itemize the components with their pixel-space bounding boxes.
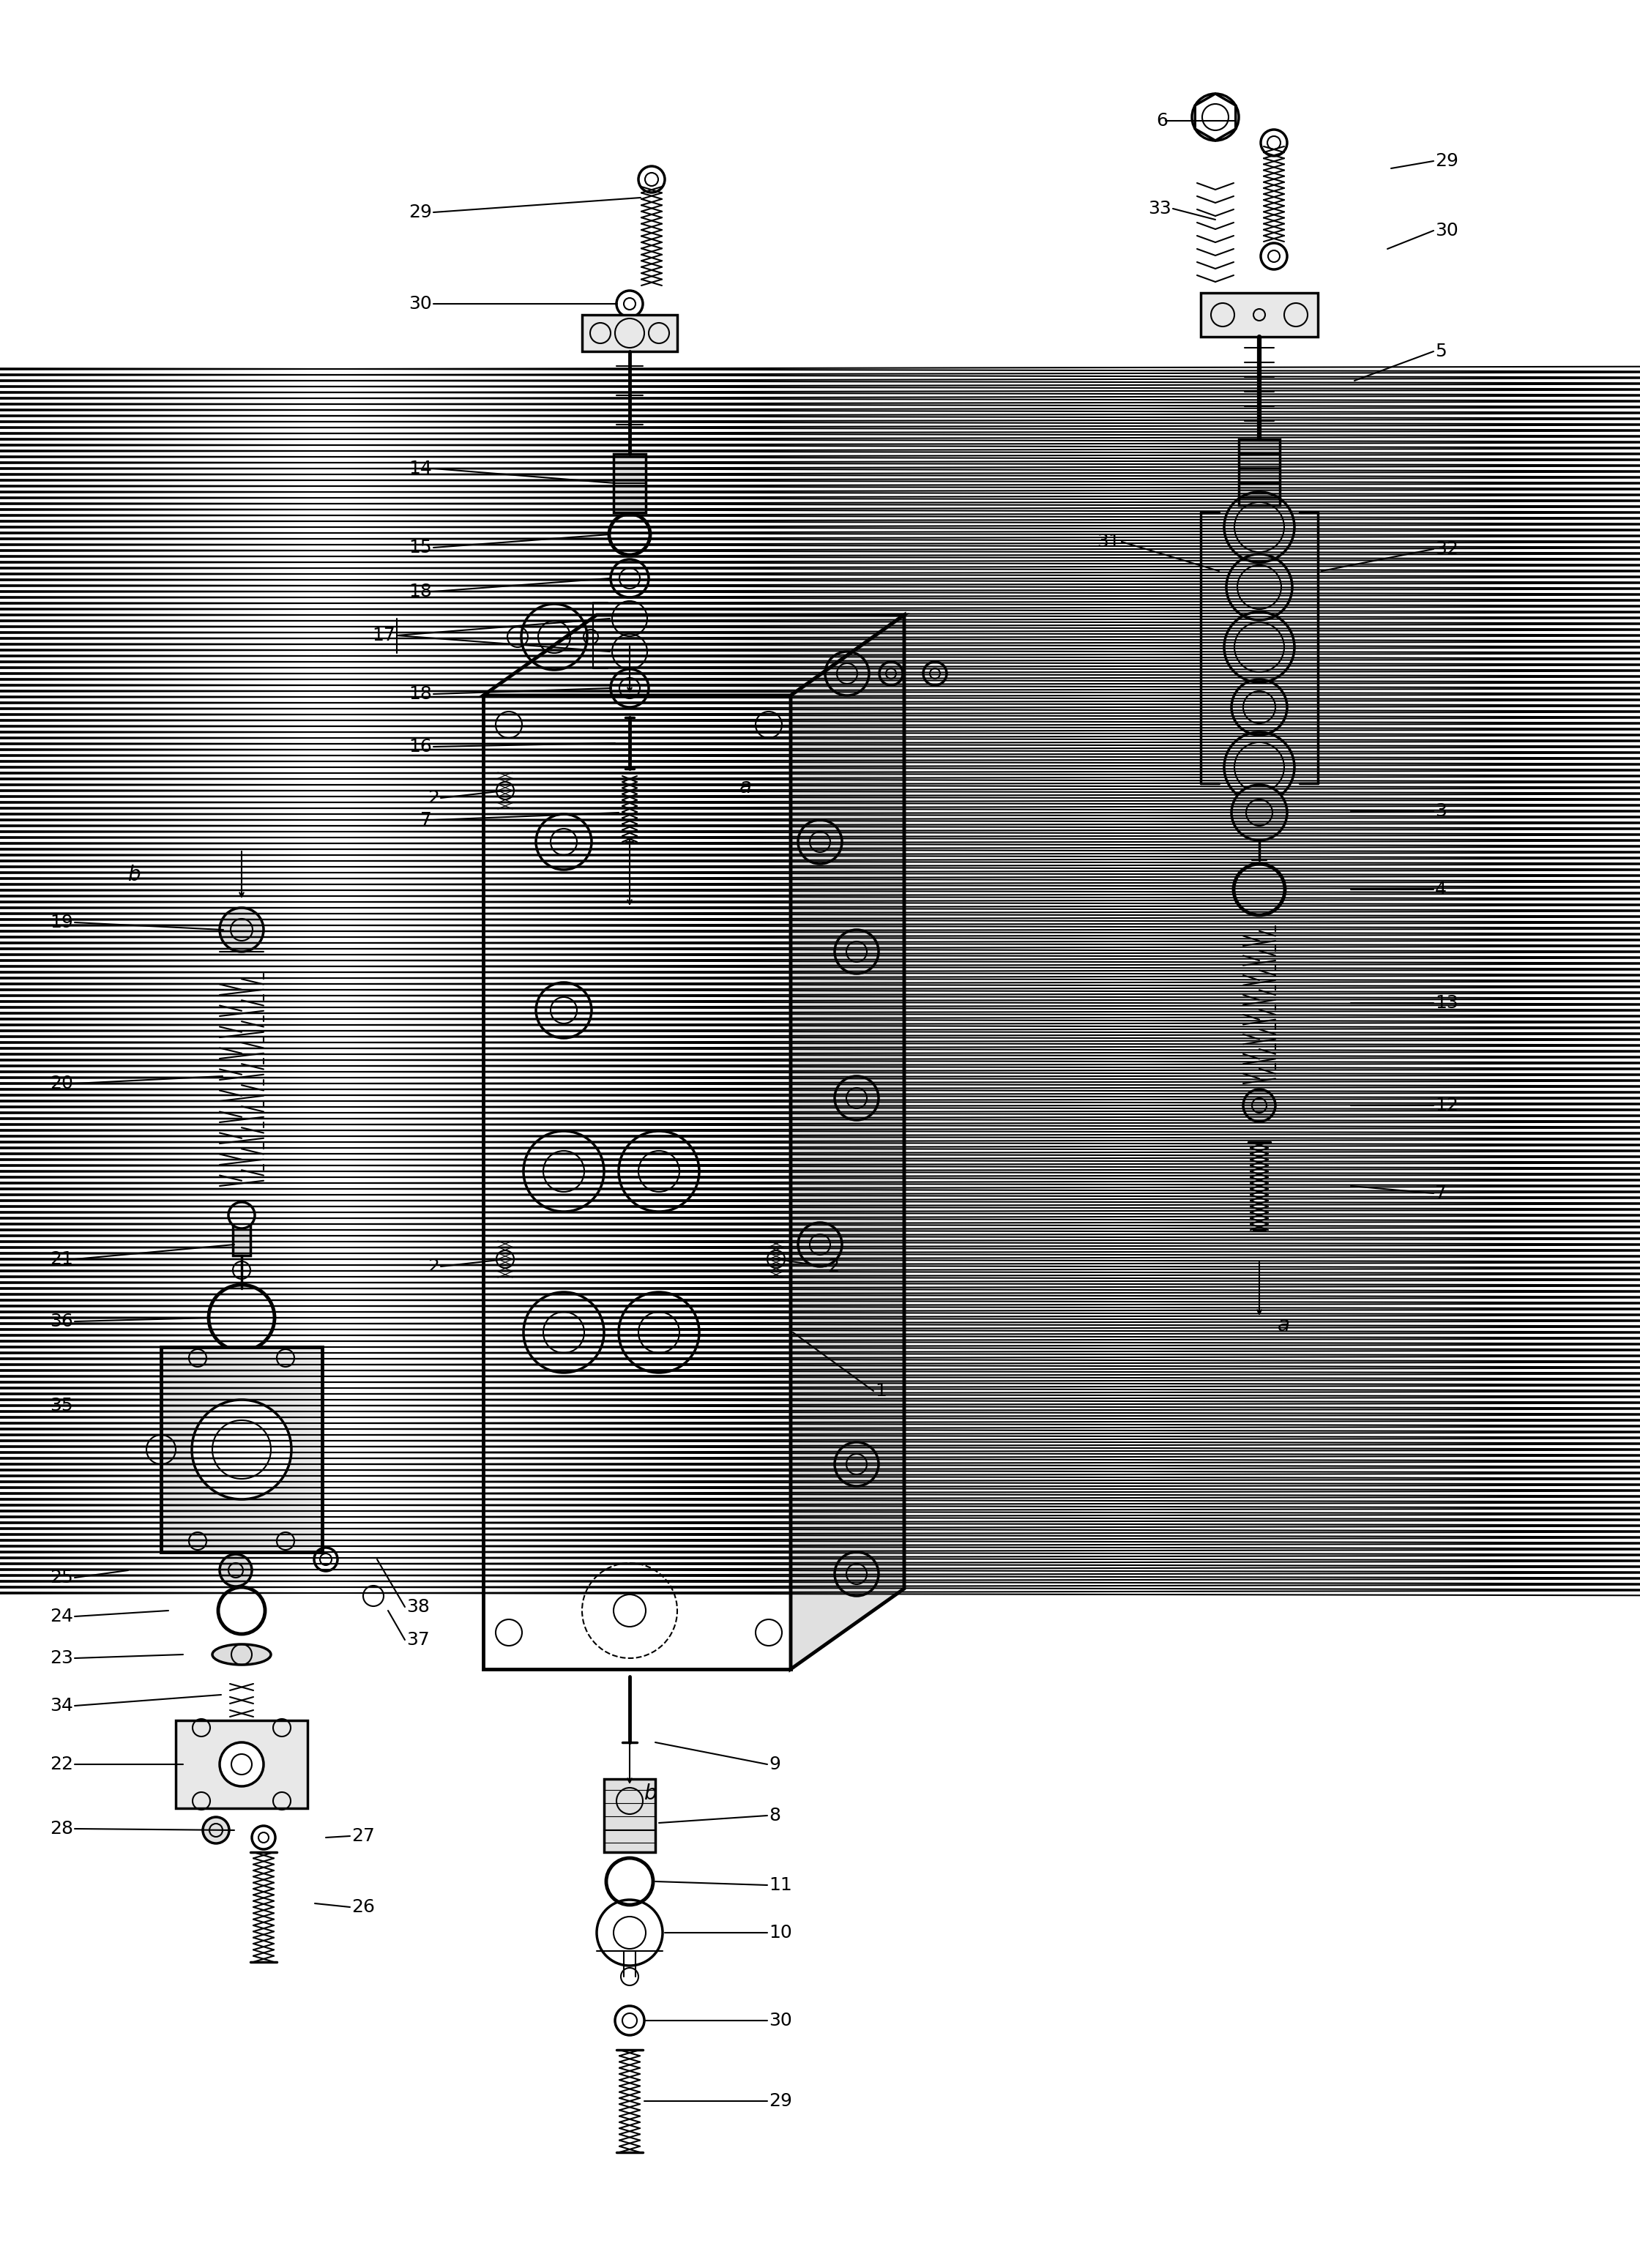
Text: 34: 34 (49, 1696, 74, 1715)
Text: 30: 30 (408, 295, 431, 313)
Text: 37: 37 (407, 1631, 430, 1649)
Text: 38: 38 (407, 1599, 430, 1615)
Text: 19: 19 (49, 914, 74, 932)
Text: 15: 15 (408, 540, 431, 556)
Polygon shape (790, 615, 904, 1669)
Text: 35: 35 (51, 1397, 74, 1415)
Circle shape (1243, 1089, 1276, 1123)
Circle shape (192, 1399, 292, 1499)
Text: 29: 29 (408, 204, 431, 220)
Text: 36: 36 (49, 1313, 74, 1331)
Bar (1200, 293, 1319, 336)
Polygon shape (484, 615, 904, 696)
Text: 17: 17 (372, 626, 395, 644)
Text: 26: 26 (351, 1898, 376, 1916)
Text: 11: 11 (769, 1876, 792, 1894)
Ellipse shape (212, 1644, 271, 1665)
Text: 4: 4 (1435, 880, 1446, 898)
Bar (613, 454, 646, 513)
Bar (484, 696, 790, 1669)
Text: 7: 7 (1435, 1184, 1446, 1202)
Text: 16: 16 (408, 737, 431, 755)
Text: 33: 33 (1148, 200, 1171, 218)
Text: 31: 31 (1097, 533, 1120, 551)
Text: b: b (645, 1783, 658, 1803)
Bar (1238, 440, 1279, 506)
Text: 29: 29 (769, 2093, 792, 2109)
Text: 3: 3 (1435, 803, 1446, 821)
Text: 14: 14 (408, 460, 431, 476)
Circle shape (1232, 785, 1287, 841)
Text: b: b (128, 864, 141, 885)
Bar (161, 1347, 321, 1551)
Text: 28: 28 (49, 1819, 74, 1837)
Circle shape (220, 1742, 264, 1787)
Bar (582, 315, 677, 352)
Circle shape (203, 1817, 230, 1844)
Text: 5: 5 (1435, 342, 1446, 361)
Text: 32: 32 (1435, 540, 1458, 558)
Text: a: a (1278, 1315, 1291, 1336)
Text: 10: 10 (769, 1923, 792, 1941)
Text: 2: 2 (428, 1259, 440, 1275)
Circle shape (228, 1202, 254, 1229)
Text: 2: 2 (428, 789, 440, 807)
Text: 12: 12 (1435, 1098, 1458, 1114)
Text: 22: 22 (49, 1755, 74, 1774)
Circle shape (220, 1554, 253, 1585)
Text: 30: 30 (1435, 222, 1458, 240)
Text: 9: 9 (769, 1755, 781, 1774)
Text: 13: 13 (1435, 993, 1458, 1012)
Text: 24: 24 (49, 1608, 74, 1626)
Text: 18: 18 (408, 685, 431, 703)
Text: a: a (740, 776, 751, 798)
Text: 7: 7 (420, 812, 431, 828)
Text: 18: 18 (408, 583, 431, 601)
Text: 8: 8 (769, 1808, 781, 1823)
Text: 20: 20 (49, 1075, 74, 1093)
Text: 29: 29 (1435, 152, 1458, 170)
Text: 2: 2 (827, 1259, 840, 1275)
Polygon shape (1196, 93, 1235, 141)
Bar (175, 1721, 308, 1808)
Text: 6: 6 (1156, 111, 1168, 129)
Bar (604, 1778, 656, 1853)
Circle shape (220, 907, 264, 953)
Text: 21: 21 (49, 1250, 74, 1268)
Text: 30: 30 (769, 2012, 792, 2030)
Bar (233, 1216, 251, 1256)
Text: 1: 1 (874, 1381, 887, 1399)
Text: 27: 27 (351, 1828, 376, 1844)
Text: 23: 23 (49, 1649, 74, 1667)
Text: 25: 25 (49, 1569, 74, 1585)
